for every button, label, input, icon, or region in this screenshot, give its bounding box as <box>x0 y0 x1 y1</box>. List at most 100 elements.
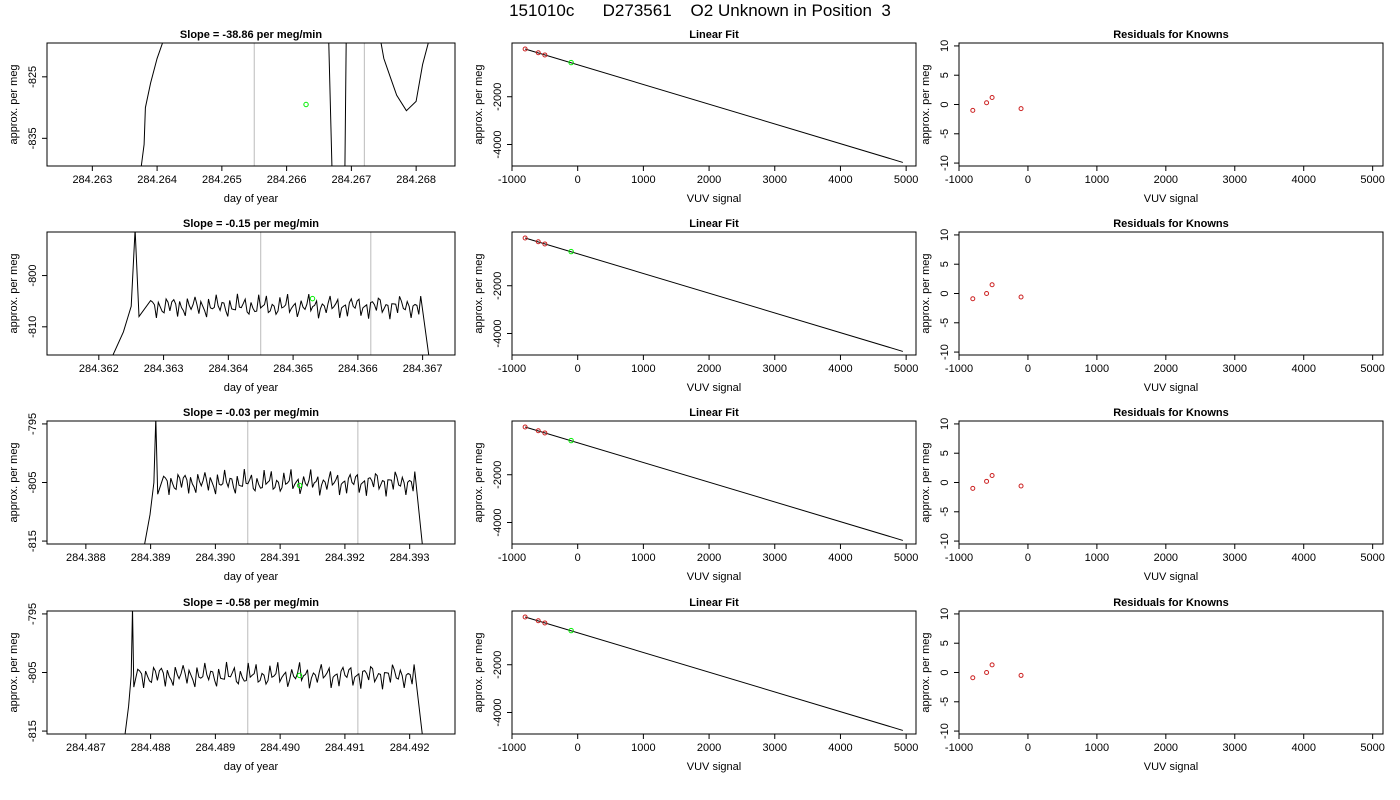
panel-title: Linear Fit <box>689 218 739 230</box>
residual-point <box>989 94 995 100</box>
plot-area <box>522 235 904 352</box>
y-axis-label: approx. per meg <box>473 64 485 144</box>
panel-title: Slope = -0.15 per meg/min <box>183 218 319 230</box>
x-tick-label: 3000 <box>763 363 787 375</box>
panel-residuals-3: Residuals for Knowns -1000 0 1000 2000 3000 40… <box>920 407 1385 583</box>
y-tick-label: -805 <box>27 661 39 683</box>
y-axis-label: approx. per meg <box>920 632 932 712</box>
residual-point <box>984 100 990 106</box>
panel-linear-fit-1: Linear Fit -1000 0 1000 2000 3000 4000 5000 VUV … <box>473 29 918 205</box>
known-point <box>535 50 541 56</box>
x-tick-label: 284.492 <box>390 742 430 754</box>
y-tick-label: -5 <box>939 507 951 517</box>
x-axis-label: VUV signal <box>687 382 741 394</box>
x-tick-label: 0 <box>575 742 581 754</box>
residual-point <box>984 478 990 484</box>
x-tick-label: 2000 <box>1154 552 1178 564</box>
x-tick-label: 2000 <box>697 552 721 564</box>
residual-point <box>984 670 990 675</box>
y-axis-label: approx. per meg <box>473 442 485 522</box>
y-tick-label: 5 <box>939 450 951 456</box>
plot-area <box>522 424 904 541</box>
residual-point <box>984 291 990 296</box>
x-tick-label: 284.490 <box>260 742 300 754</box>
residual-point <box>989 282 995 288</box>
x-tick-label: 2000 <box>1154 742 1178 754</box>
fit-line <box>524 426 904 541</box>
x-tick-label: 284.488 <box>131 742 171 754</box>
x-axis-label: VUV signal <box>687 761 741 773</box>
y-tick-label: -805 <box>27 471 39 493</box>
y-axis-label: approx. per meg <box>920 442 932 522</box>
x-tick-label: 3000 <box>1223 174 1247 186</box>
x-tick-label: 5000 <box>1360 742 1384 754</box>
x-tick-label: 2000 <box>697 363 721 375</box>
x-axis-label: VUV signal <box>1144 761 1198 773</box>
x-tick-label: 1000 <box>631 363 655 375</box>
x-tick-label: 284.266 <box>267 174 307 186</box>
x-tick-label: 284.362 <box>79 363 119 375</box>
x-tick-label: 1000 <box>631 174 655 186</box>
plot-area <box>970 472 1024 491</box>
x-tick-label: 2000 <box>1154 363 1178 375</box>
x-tick-label: 2000 <box>1154 174 1178 186</box>
x-tick-label: 5000 <box>1360 552 1384 564</box>
x-tick-label: 284.264 <box>137 174 177 186</box>
residual-point <box>1018 106 1024 112</box>
y-tick-label: -2000 <box>492 461 504 489</box>
panel-residuals-4: Residuals for Knowns -1000 0 1000 2000 3000 40… <box>920 597 1385 773</box>
known-point <box>535 618 541 624</box>
x-axis-label: VUV signal <box>687 571 741 583</box>
unknown-marker-point <box>296 672 303 679</box>
y-tick-label: -815 <box>27 720 39 742</box>
y-tick-label: 0 <box>939 479 951 485</box>
y-tick-label: -4000 <box>492 698 504 726</box>
residual-point <box>1018 483 1024 489</box>
y-tick-label: -4000 <box>492 508 504 536</box>
data-series-line <box>144 421 423 544</box>
known-point <box>522 424 528 430</box>
x-tick-label: -1000 <box>945 363 973 375</box>
x-tick-label: 284.263 <box>72 174 112 186</box>
y-tick-label: -10 <box>939 155 951 171</box>
y-tick-label: -2000 <box>492 651 504 679</box>
x-tick-label: 0 <box>575 552 581 564</box>
x-tick-label: 1000 <box>1085 174 1109 186</box>
unknown-point <box>568 59 574 66</box>
panel-residuals-1: Residuals for Knowns -1000 0 1000 2000 3000 40… <box>920 29 1385 205</box>
known-point <box>522 46 528 52</box>
x-tick-label: 284.390 <box>195 552 235 564</box>
plot-frame <box>511 610 917 735</box>
panel-title: Linear Fit <box>689 29 739 41</box>
y-tick-label: -10 <box>939 723 951 739</box>
y-tick-label: -2000 <box>492 83 504 111</box>
x-tick-label: 3000 <box>1223 552 1247 564</box>
x-tick-label: 1000 <box>631 552 655 564</box>
x-tick-label: 5000 <box>1360 174 1384 186</box>
y-tick-label: 0 <box>939 290 951 296</box>
y-axis-label: approx. per meg <box>473 253 485 333</box>
residual-point <box>970 296 976 302</box>
panel-residuals-2: Residuals for Knowns -1000 0 1000 2000 3000 40… <box>920 218 1385 394</box>
x-tick-label: 284.268 <box>396 174 436 186</box>
known-point <box>522 235 528 241</box>
y-tick-label: -815 <box>27 530 39 552</box>
x-axis-label: VUV signal <box>1144 382 1198 394</box>
y-tick-label: -795 <box>27 603 39 625</box>
plot-area <box>522 46 904 163</box>
x-tick-label: 1000 <box>1085 742 1109 754</box>
x-tick-label: 2000 <box>697 174 721 186</box>
plot-area <box>970 662 1024 681</box>
x-tick-label: -1000 <box>945 742 973 754</box>
fit-line <box>524 48 904 163</box>
x-tick-label: 284.366 <box>338 363 378 375</box>
x-axis-label: VUV signal <box>1144 193 1198 205</box>
residual-point <box>970 485 976 491</box>
x-tick-label: 3000 <box>1223 363 1247 375</box>
y-axis-label: approx. per meg <box>473 632 485 712</box>
panel-time-series-3: Slope = -0.03 per meg/min 284.388 284.389 2… <box>8 407 456 583</box>
y-tick-label: -5 <box>939 129 951 139</box>
x-tick-label: -1000 <box>498 742 526 754</box>
panel-title: Residuals for Knowns <box>1113 597 1229 609</box>
